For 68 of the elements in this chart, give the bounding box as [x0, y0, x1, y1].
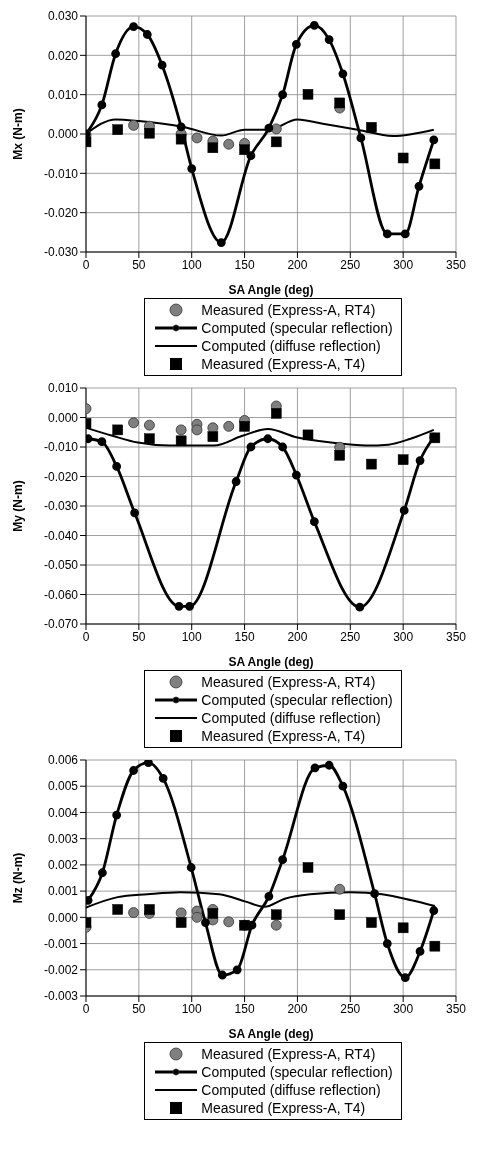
legend-label: Computed (diffuse reflection): [201, 337, 381, 355]
y-tick-label: 0.001: [47, 884, 79, 899]
y-axis-title: Mx (N-m): [11, 108, 26, 160]
x-tick-label: 150: [234, 1001, 255, 1016]
y-tick-label: -0.050: [43, 558, 79, 573]
x-tick-label: 150: [234, 257, 255, 272]
y-tick-label: 0.000: [47, 410, 79, 425]
x-tick-label: 0: [82, 1001, 90, 1016]
x-tick-label: 50: [132, 629, 146, 644]
legend-label: Computed (diffuse reflection): [201, 1081, 381, 1099]
x-tick-label: 350: [445, 629, 467, 644]
y-tick-label: 0.030: [47, 9, 79, 24]
x-tick-label: 350: [445, 1001, 467, 1016]
y-axis-title: Mz (N-m): [11, 852, 26, 904]
x-tick-label: 150: [234, 629, 255, 644]
y-tick-label: -0.010: [43, 440, 79, 455]
x-tick-label: 250: [340, 1001, 361, 1016]
y-axis-title: My (N-m): [11, 480, 26, 532]
x-tick-label: 300: [393, 257, 414, 272]
legend-label: Measured (Express-A, RT4): [201, 1045, 376, 1063]
x-tick-label: 50: [132, 257, 146, 272]
y-tick-label: -0.002: [43, 963, 79, 978]
y-tick-label: 0.010: [47, 381, 79, 396]
legend-label: Computed (diffuse reflection): [201, 709, 381, 727]
x-tick-label: 250: [340, 629, 361, 644]
y-tick-label: 0.002: [47, 858, 79, 873]
y-tick-label: 0.006: [47, 753, 79, 768]
legend-label: Measured (Express-A, T4): [201, 727, 366, 745]
y-tick-label: 0.020: [47, 48, 79, 63]
y-tick-label: -0.030: [43, 499, 79, 514]
legend-label: Measured (Express-A, T4): [201, 355, 366, 373]
y-tick-label: 0.003: [47, 831, 79, 846]
y-tick-label: -0.010: [43, 166, 79, 181]
x-tick-label: 200: [287, 257, 308, 272]
y-tick-label: -0.040: [43, 528, 79, 543]
x-tick-label: 300: [393, 629, 414, 644]
x-axis-title: SA Angle (deg): [228, 1027, 314, 1041]
y-tick-label: 0.004: [47, 805, 79, 820]
legend-label: Measured (Express-A, T4): [201, 1099, 366, 1117]
x-axis-title: SA Angle (deg): [228, 283, 314, 297]
y-tick-label: -0.020: [43, 469, 79, 484]
x-tick-label: 100: [181, 629, 203, 644]
legend-label: Measured (Express-A, RT4): [201, 673, 376, 691]
x-tick-label: 0: [82, 629, 90, 644]
y-tick-label: 0.000: [47, 910, 79, 925]
y-tick-label: 0.005: [47, 779, 79, 794]
legend-label: Measured (Express-A, RT4): [201, 301, 376, 319]
legend-label: Computed (specular reflection): [201, 319, 393, 337]
x-tick-label: 300: [393, 1001, 414, 1016]
y-tick-label: -0.020: [43, 205, 79, 220]
y-tick-label: -0.030: [43, 245, 79, 260]
legend-label: Computed (specular reflection): [201, 1063, 393, 1081]
x-tick-label: 350: [445, 257, 467, 272]
x-tick-label: 100: [181, 1001, 203, 1016]
x-tick-label: 250: [340, 257, 361, 272]
x-tick-label: 0: [82, 257, 90, 272]
x-tick-label: 200: [287, 629, 308, 644]
y-tick-label: 0.000: [47, 127, 79, 142]
x-tick-label: 100: [181, 257, 203, 272]
y-tick-label: -0.003: [43, 989, 79, 1004]
x-axis-title: SA Angle (deg): [228, 655, 314, 669]
y-tick-label: -0.070: [43, 617, 79, 632]
x-tick-label: 50: [132, 1001, 146, 1016]
y-tick-label: 0.010: [47, 87, 79, 102]
y-tick-label: -0.001: [43, 936, 79, 951]
legend-label: Computed (specular reflection): [201, 691, 393, 709]
y-tick-label: -0.060: [43, 587, 79, 602]
x-tick-label: 200: [287, 1001, 308, 1016]
